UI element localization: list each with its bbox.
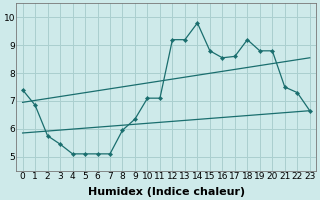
X-axis label: Humidex (Indice chaleur): Humidex (Indice chaleur) [88,187,245,197]
